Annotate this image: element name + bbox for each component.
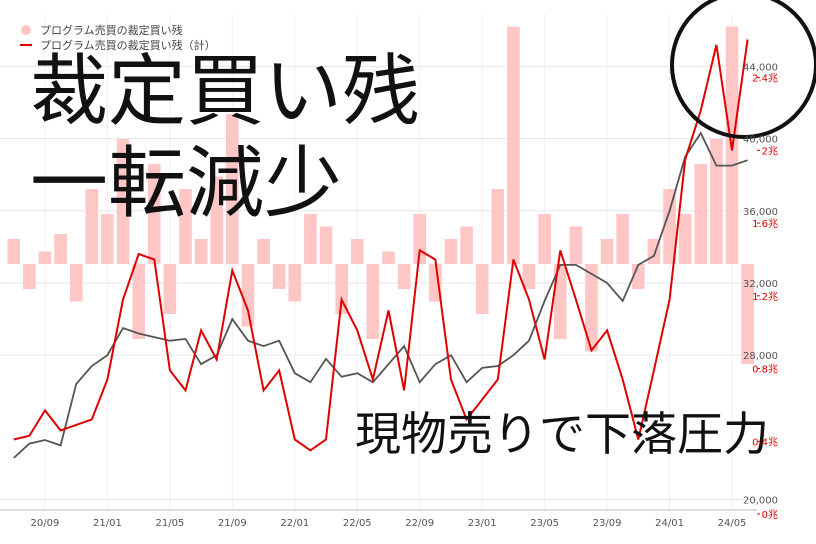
- x-tick-label: 21/05: [155, 518, 184, 529]
- headline: 一転減少: [30, 139, 342, 229]
- bar: [7, 239, 21, 264]
- bar: [507, 26, 520, 264]
- bar: [257, 239, 270, 264]
- plot-area: [0, 14, 757, 510]
- bar: [694, 164, 708, 264]
- bar: [116, 139, 130, 264]
- y-tick-label: 40,000: [743, 135, 778, 146]
- bar: [194, 239, 208, 264]
- bar: [600, 239, 614, 264]
- bar: [179, 189, 192, 264]
- legend-label: プログラム売買の裁定買い残: [40, 23, 183, 37]
- bar: [491, 189, 505, 264]
- bar: [304, 214, 317, 264]
- bar: [553, 264, 567, 339]
- bar: [54, 234, 67, 264]
- bar: [663, 189, 676, 264]
- x-tick-label: 22/05: [343, 518, 372, 529]
- bar: [241, 264, 255, 327]
- x-tick-label: 21/09: [218, 518, 247, 529]
- bar: [210, 176, 224, 264]
- y2-tick-label: 0.4兆: [752, 436, 778, 448]
- bar: [147, 164, 161, 264]
- bar: [710, 139, 723, 264]
- bar: [163, 264, 177, 314]
- bar: [522, 264, 536, 289]
- bar: [23, 264, 36, 289]
- legend-marker: [21, 25, 31, 35]
- bar: [475, 264, 489, 314]
- y2-tick-label: 1.6兆: [752, 218, 778, 230]
- bar: [382, 251, 395, 264]
- bar: [335, 264, 348, 314]
- bar: [678, 214, 692, 264]
- y2-tick-label: 0.8兆: [752, 364, 778, 376]
- bar: [444, 239, 458, 264]
- y2-tick-label: 2.4兆: [752, 73, 778, 85]
- bar: [101, 214, 114, 264]
- legend-label: プログラム売買の裁定買い残（計）: [40, 38, 216, 52]
- bar: [288, 264, 302, 302]
- bar: [569, 226, 583, 264]
- y-tick-label: 44,000: [743, 62, 778, 73]
- highlight-circle: [670, 0, 816, 139]
- x-tick-label: 20/09: [31, 518, 60, 529]
- x-tick-label: 24/01: [655, 518, 684, 529]
- x-tick-label: 21/01: [93, 518, 122, 529]
- bar: [460, 226, 473, 264]
- y-tick-label: 28,000: [743, 351, 778, 362]
- y-tick-label: 32,000: [743, 279, 778, 290]
- bar: [319, 226, 333, 264]
- y-tick-label: 20,000: [743, 496, 778, 507]
- x-tick-label: 23/09: [593, 518, 622, 529]
- x-tick-label: 23/01: [468, 518, 497, 529]
- bar: [272, 264, 286, 289]
- y2-tick-label: 1.2兆: [752, 291, 778, 303]
- bar: [132, 264, 145, 339]
- line: [13, 39, 749, 452]
- bar: [226, 114, 239, 264]
- bar: [397, 264, 411, 289]
- line: [13, 131, 748, 459]
- x-tick-label: 22/01: [280, 518, 309, 529]
- bar: [366, 264, 380, 339]
- y2-tick-label: 2兆: [762, 145, 778, 157]
- caption: 現物売りで下落圧力: [355, 407, 769, 461]
- bar: [85, 189, 99, 264]
- x-tick-label: 22/09: [405, 518, 434, 529]
- bar: [741, 264, 754, 364]
- bar: [69, 264, 83, 302]
- bar: [616, 214, 630, 264]
- y2-tick-label: 0兆: [762, 509, 778, 521]
- bar: [38, 251, 52, 264]
- bar: [585, 264, 598, 352]
- headline: 裁定買い残: [30, 47, 420, 137]
- y-tick-label: 36,000: [743, 207, 778, 218]
- bar: [350, 239, 364, 264]
- x-tick-label: 23/05: [530, 518, 559, 529]
- bar: [429, 264, 442, 302]
- x-tick-label: 24/05: [718, 518, 747, 529]
- bar: [538, 214, 551, 264]
